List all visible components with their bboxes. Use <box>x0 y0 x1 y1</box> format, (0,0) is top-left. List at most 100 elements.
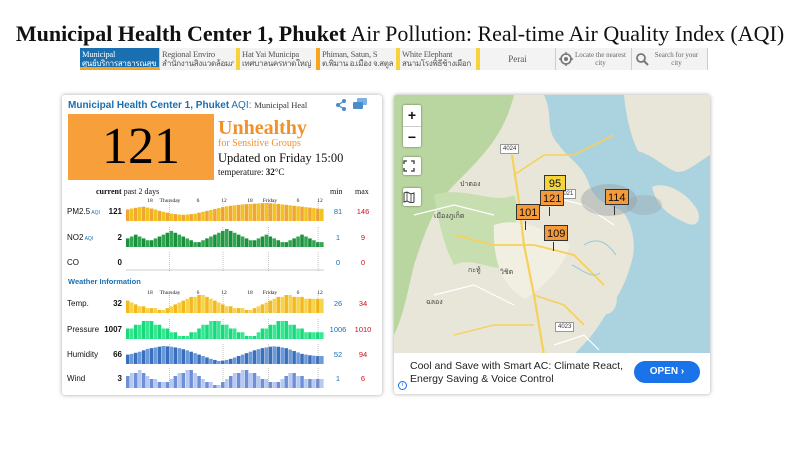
page-title: Municipal Health Center 1, Phuket Air Po… <box>0 20 800 48</box>
sparkline-bar <box>201 324 205 339</box>
station-tab-phiman[interactable]: Phiman, Satun, S ต.พิมาน อ.เมือง จ.สตูล <box>320 48 400 70</box>
info-icon[interactable]: i <box>398 381 407 390</box>
time-axis: 18 Thursday 6 12 18 Friday 6 12 <box>126 197 326 205</box>
sparkline-bar <box>296 328 300 339</box>
ad-open-button[interactable]: OPEN › <box>634 361 700 383</box>
sparkline-bar <box>185 370 189 388</box>
sparkline-bar <box>296 236 300 247</box>
ad-open-label: OPEN <box>649 366 679 377</box>
aqi-marker[interactable]: 121 <box>540 190 565 216</box>
sparkline-bar <box>276 321 281 339</box>
place-label: ฉลอง <box>426 299 443 306</box>
ad-banner[interactable]: Cool and Save with Smart AC: Climate Rea… <box>394 353 710 394</box>
page-title-station: Municipal Health Center 1, Phuket <box>15 21 347 46</box>
sparkline-bar <box>284 295 288 313</box>
weather-row-pressure[interactable]: Pressure 1007 1006 1010 <box>62 319 382 339</box>
sparkline-bar <box>205 238 209 247</box>
sparkline-bar <box>256 306 261 313</box>
sparkline-bar <box>133 304 138 313</box>
aqi-marker[interactable]: 101 <box>516 204 541 230</box>
widget-icon[interactable] <box>352 98 368 110</box>
weather-row-temp[interactable]: Temp. 32 26 34 <box>62 293 382 313</box>
sparkline-bar <box>221 304 225 313</box>
fullscreen-icon[interactable] <box>403 157 421 175</box>
sparkline-bar <box>161 346 166 364</box>
sparkline-bar <box>225 306 229 313</box>
updated-time: Updated on Friday 15:00 <box>218 151 344 165</box>
aqi-map[interactable]: + − 4024 4021 4023 ป่าตอง กะทู้ วิชิต ฉล… <box>394 95 710 394</box>
sparkline-bar <box>181 300 185 313</box>
aqi-marker[interactable]: 114 <box>605 189 629 215</box>
pollutant-row-pm25[interactable]: PM2.5 AQI 121 81 146 <box>62 201 382 221</box>
sparkline-bar <box>133 234 138 247</box>
sparkline-bar <box>161 211 166 221</box>
station-tab-regional[interactable]: Regional Enviro สำนักงานสิ่งแวดล้อมภาค <box>160 48 240 70</box>
sparkline-bar <box>201 295 205 313</box>
zoom-out-button[interactable]: − <box>403 126 421 147</box>
sparkline-bar <box>236 204 241 221</box>
place-label: เมืองภูเก็ต <box>434 213 465 220</box>
time-axis-label: 18 <box>147 290 153 296</box>
sparkline-bar <box>240 354 245 364</box>
locate-nearest-city-button[interactable]: Locate the nearest city <box>556 48 632 70</box>
weather-info-title: Weather Information <box>68 277 141 286</box>
search-city-button[interactable]: Search for your city <box>632 48 708 70</box>
station-tab-white-elephant[interactable]: White Elephant สนามโรงพิธีช้างเผือก <box>400 48 480 70</box>
sparkline-bar <box>316 208 320 221</box>
time-axis-label: 18 <box>247 290 253 296</box>
sparkline-bar <box>221 207 225 221</box>
sparkline-bar <box>169 230 174 247</box>
sparkline-bar <box>236 332 241 339</box>
sparkline-bar <box>173 214 178 221</box>
sparkline-bar <box>173 332 178 339</box>
station-tab-hat-yai[interactable]: Hat Yai Municipa เทศบาลนครหาดใหญ่ <box>240 48 320 70</box>
pollutant-row-no2[interactable]: NO2 AQI 2 1 9 <box>62 227 382 247</box>
share-icon[interactable] <box>334 98 348 112</box>
aqi-marker[interactable]: 109 <box>544 225 569 251</box>
card-station-title[interactable]: Municipal Health Center 1, Phuket <box>68 100 230 111</box>
sparkline-bar <box>173 304 178 313</box>
sparkline-bar <box>292 205 296 221</box>
sparkline-bar <box>149 240 154 247</box>
station-tab-municipal[interactable]: Municipal ศูนย์บริการสาธารณสุข 1 <box>80 48 160 70</box>
sparkline-bar <box>296 296 300 313</box>
sparkline-bar <box>264 347 269 364</box>
place-label: วิชิต <box>500 269 514 276</box>
sparkline-bar <box>312 298 316 313</box>
sparkline-bar <box>280 242 284 247</box>
sparkline-bar <box>268 300 273 313</box>
sparkline-bar <box>268 236 273 247</box>
sparkline-bar <box>197 212 201 221</box>
sparkline-bar <box>316 379 320 388</box>
sparkline-bar <box>129 302 134 313</box>
row-tag: AQI <box>90 210 100 216</box>
sparkline-bar <box>153 308 158 313</box>
sparkline-bar <box>189 351 193 364</box>
sparkline-bar <box>308 379 312 388</box>
sparkline-bar <box>280 347 284 364</box>
sparkline-bar <box>193 332 197 339</box>
zoom-in-button[interactable]: + <box>407 107 417 123</box>
sparkline-bar <box>129 328 134 339</box>
sparkline <box>126 368 324 388</box>
sparkline-bar <box>225 324 229 339</box>
sparkline-bar <box>137 370 142 388</box>
sparkline-bar <box>244 204 249 221</box>
sparkline-bar <box>252 240 257 247</box>
map-book-icon[interactable] <box>403 188 421 206</box>
sparkline-bar <box>201 379 205 388</box>
sparkline-bar <box>300 296 304 313</box>
sparkline-bar <box>232 328 237 339</box>
sparkline-bar <box>161 310 166 313</box>
sparkline-bar <box>209 209 213 221</box>
aqi-marker[interactable]: 95 <box>544 175 566 201</box>
pollutant-row-co[interactable]: CO 0 0 0 <box>62 252 382 272</box>
sparkline-bar <box>189 214 193 221</box>
row-name: Humidity <box>67 350 99 359</box>
sparkline-bar <box>161 234 166 247</box>
weather-row-humidity[interactable]: Humidity 66 52 94 <box>62 344 382 364</box>
weather-row-wind[interactable]: Wind 3 1 6 <box>62 368 382 388</box>
station-tab-perai[interactable]: Perai <box>480 48 556 70</box>
sparkline-bar <box>126 300 130 313</box>
header-min: min <box>330 187 343 196</box>
